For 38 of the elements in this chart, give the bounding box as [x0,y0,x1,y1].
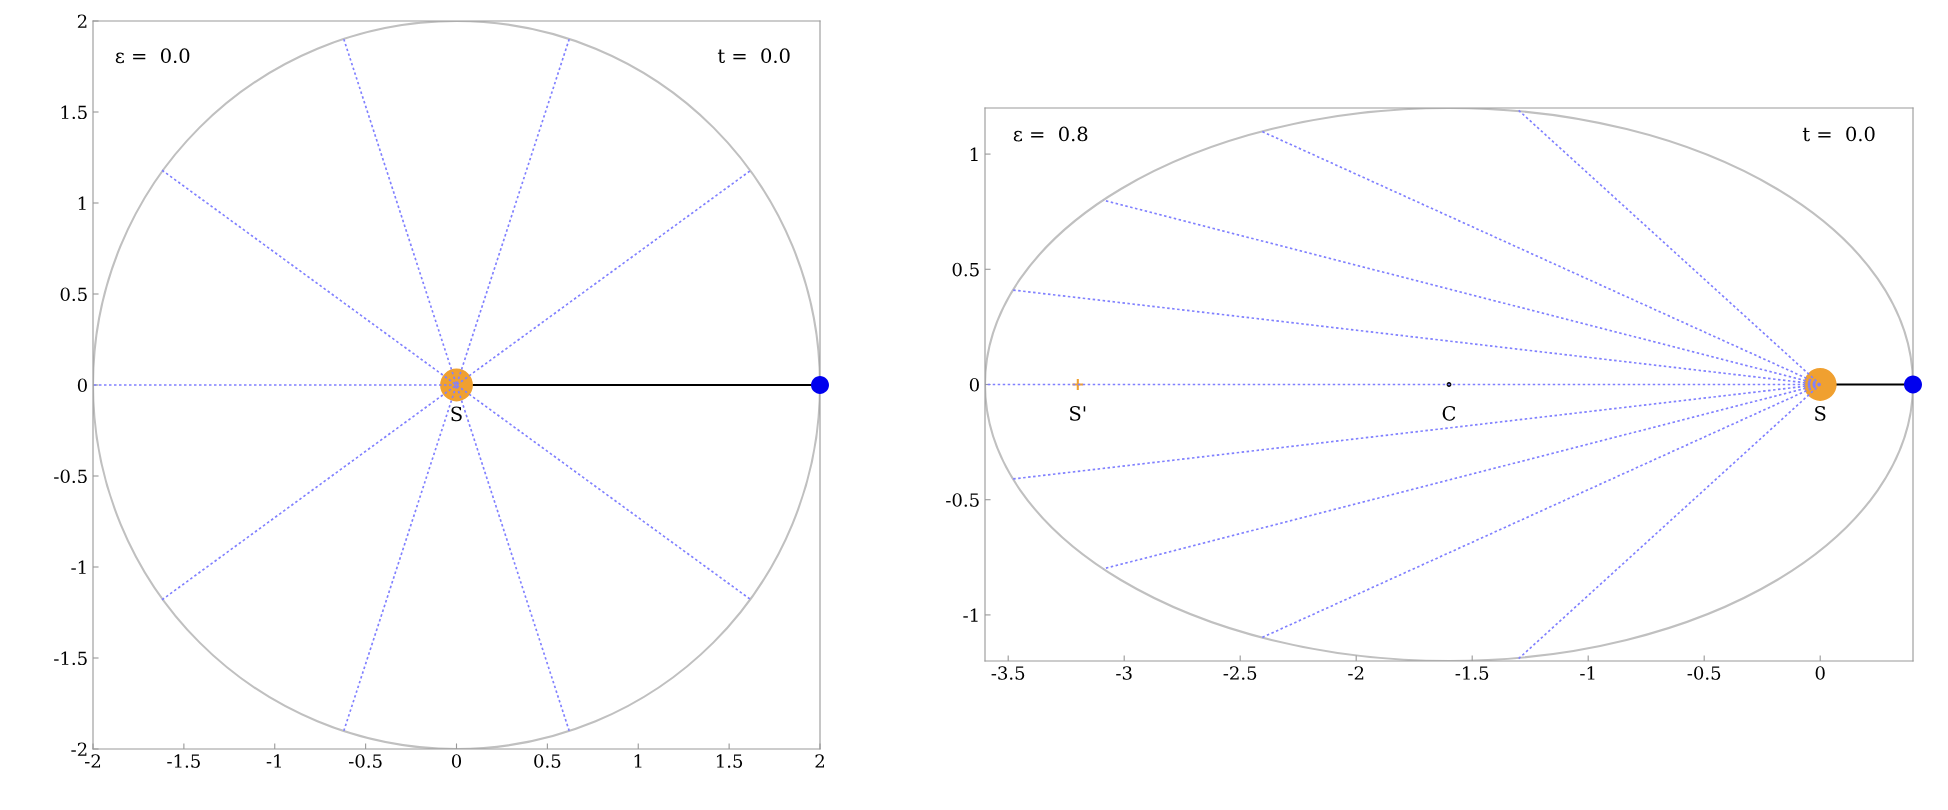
annotation: ε = 0.8 [1013,126,1088,142]
x-tick-label: -1 [1580,666,1595,680]
y-tick-label: 0 [77,378,87,393]
x-tick-label: 0.5 [534,754,561,768]
y-tick-label: -0.5 [54,469,87,484]
y-tick-label: 1 [970,147,978,161]
y-tick-label: -1 [963,608,978,622]
x-tick-label: -2 [1348,666,1364,680]
y-tick-label: -2 [71,742,87,756]
x-tick-label: -0.5 [1687,666,1721,680]
x-tick-label: 1 [634,754,642,768]
x-tick-label: -2.5 [1223,666,1257,680]
y-tick-label: 1.5 [61,105,87,120]
y-tick-label: -1.5 [54,651,87,666]
x-tick-label: -1.5 [1455,666,1489,680]
x-tick-label: 1.5 [716,754,743,768]
x-tick-label: 0 [1815,666,1825,680]
y-tick-label: -0.5 [946,493,979,507]
x-tick-label: -3 [1116,666,1132,680]
x-tick-label: -1 [266,754,281,768]
annotation: ε = 0.0 [115,48,190,64]
y-tick-label: 0.5 [952,262,979,277]
annotation: C [1442,405,1456,421]
annotation: S' [1070,405,1086,421]
y-tick-label: 2 [77,14,87,28]
annotation: t = 0.0 [1802,126,1875,142]
annotation: S [451,406,462,422]
y-tick-label: 0 [969,377,979,392]
annotation: S [1815,405,1826,421]
x-tick-label: -3.5 [991,666,1025,680]
x-tick-label: -1.5 [167,754,200,768]
annotation: t = 0.0 [717,48,790,64]
x-tick-label: 2 [815,754,824,768]
y-tick-label: 1 [78,196,86,210]
y-tick-label: 0.5 [60,287,87,302]
y-tick-label: -1 [71,560,86,574]
x-tick-label: -0.5 [349,754,382,768]
x-tick-label: 0 [451,754,462,768]
